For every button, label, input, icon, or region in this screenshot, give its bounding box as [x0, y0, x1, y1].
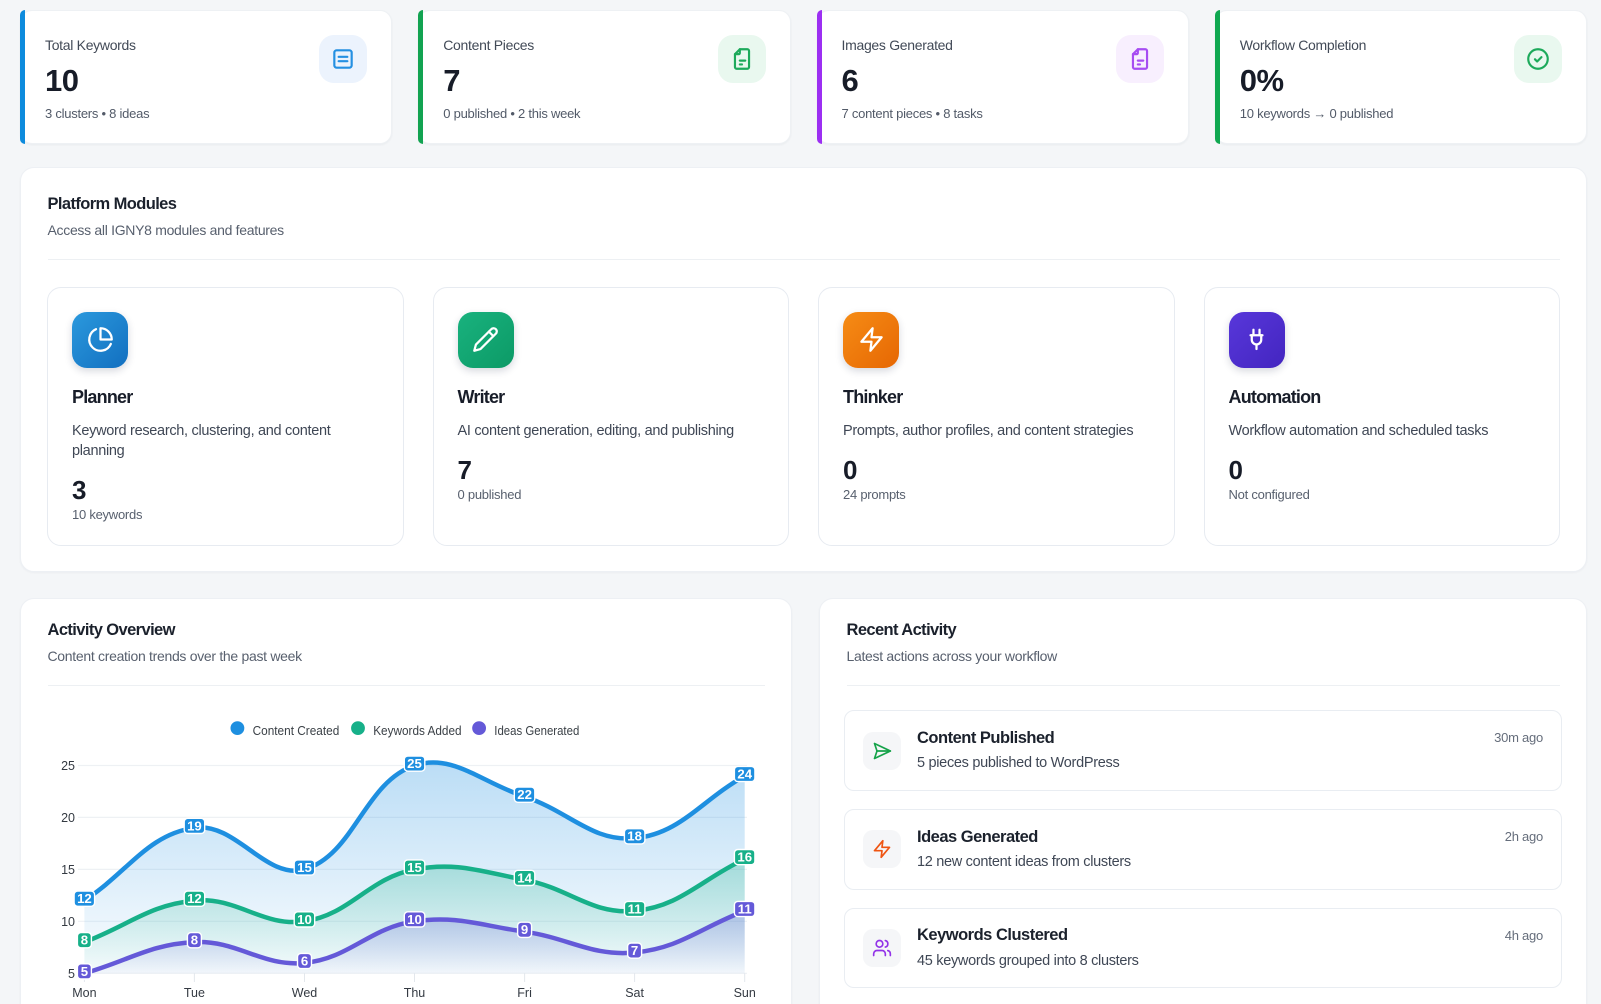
- svg-text:11: 11: [738, 901, 752, 916]
- svg-text:6: 6: [301, 953, 308, 968]
- svg-text:Tue: Tue: [184, 986, 205, 1000]
- svg-text:Mon: Mon: [72, 986, 96, 1000]
- svg-text:5: 5: [68, 967, 75, 981]
- svg-text:Sun: Sun: [734, 986, 756, 1000]
- svg-text:19: 19: [187, 818, 202, 833]
- svg-text:9: 9: [521, 922, 528, 937]
- svg-text:15: 15: [297, 860, 312, 875]
- svg-text:18: 18: [627, 829, 642, 844]
- svg-text:Sat: Sat: [625, 986, 644, 1000]
- svg-text:Fri: Fri: [517, 986, 532, 1000]
- svg-text:24: 24: [737, 766, 752, 781]
- svg-text:15: 15: [407, 860, 422, 875]
- svg-text:10: 10: [407, 912, 422, 927]
- svg-text:12: 12: [187, 891, 202, 906]
- svg-text:15: 15: [61, 863, 75, 877]
- svg-text:14: 14: [517, 870, 532, 885]
- svg-text:12: 12: [77, 891, 92, 906]
- svg-text:Keywords Added: Keywords Added: [373, 723, 461, 738]
- svg-text:7: 7: [631, 943, 638, 958]
- svg-text:22: 22: [517, 787, 532, 802]
- svg-text:20: 20: [61, 811, 75, 825]
- svg-text:8: 8: [191, 933, 198, 948]
- svg-text:Wed: Wed: [292, 986, 318, 1000]
- svg-text:5: 5: [81, 964, 88, 979]
- svg-text:25: 25: [407, 756, 422, 771]
- svg-text:Thu: Thu: [404, 986, 426, 1000]
- svg-text:10: 10: [61, 915, 75, 929]
- svg-text:11: 11: [628, 901, 642, 916]
- svg-text:10: 10: [297, 912, 312, 927]
- svg-text:16: 16: [737, 850, 752, 865]
- svg-text:25: 25: [61, 759, 75, 773]
- svg-text:Ideas Generated: Ideas Generated: [494, 723, 579, 738]
- svg-text:8: 8: [81, 933, 88, 948]
- svg-text:Content Created: Content Created: [253, 723, 340, 738]
